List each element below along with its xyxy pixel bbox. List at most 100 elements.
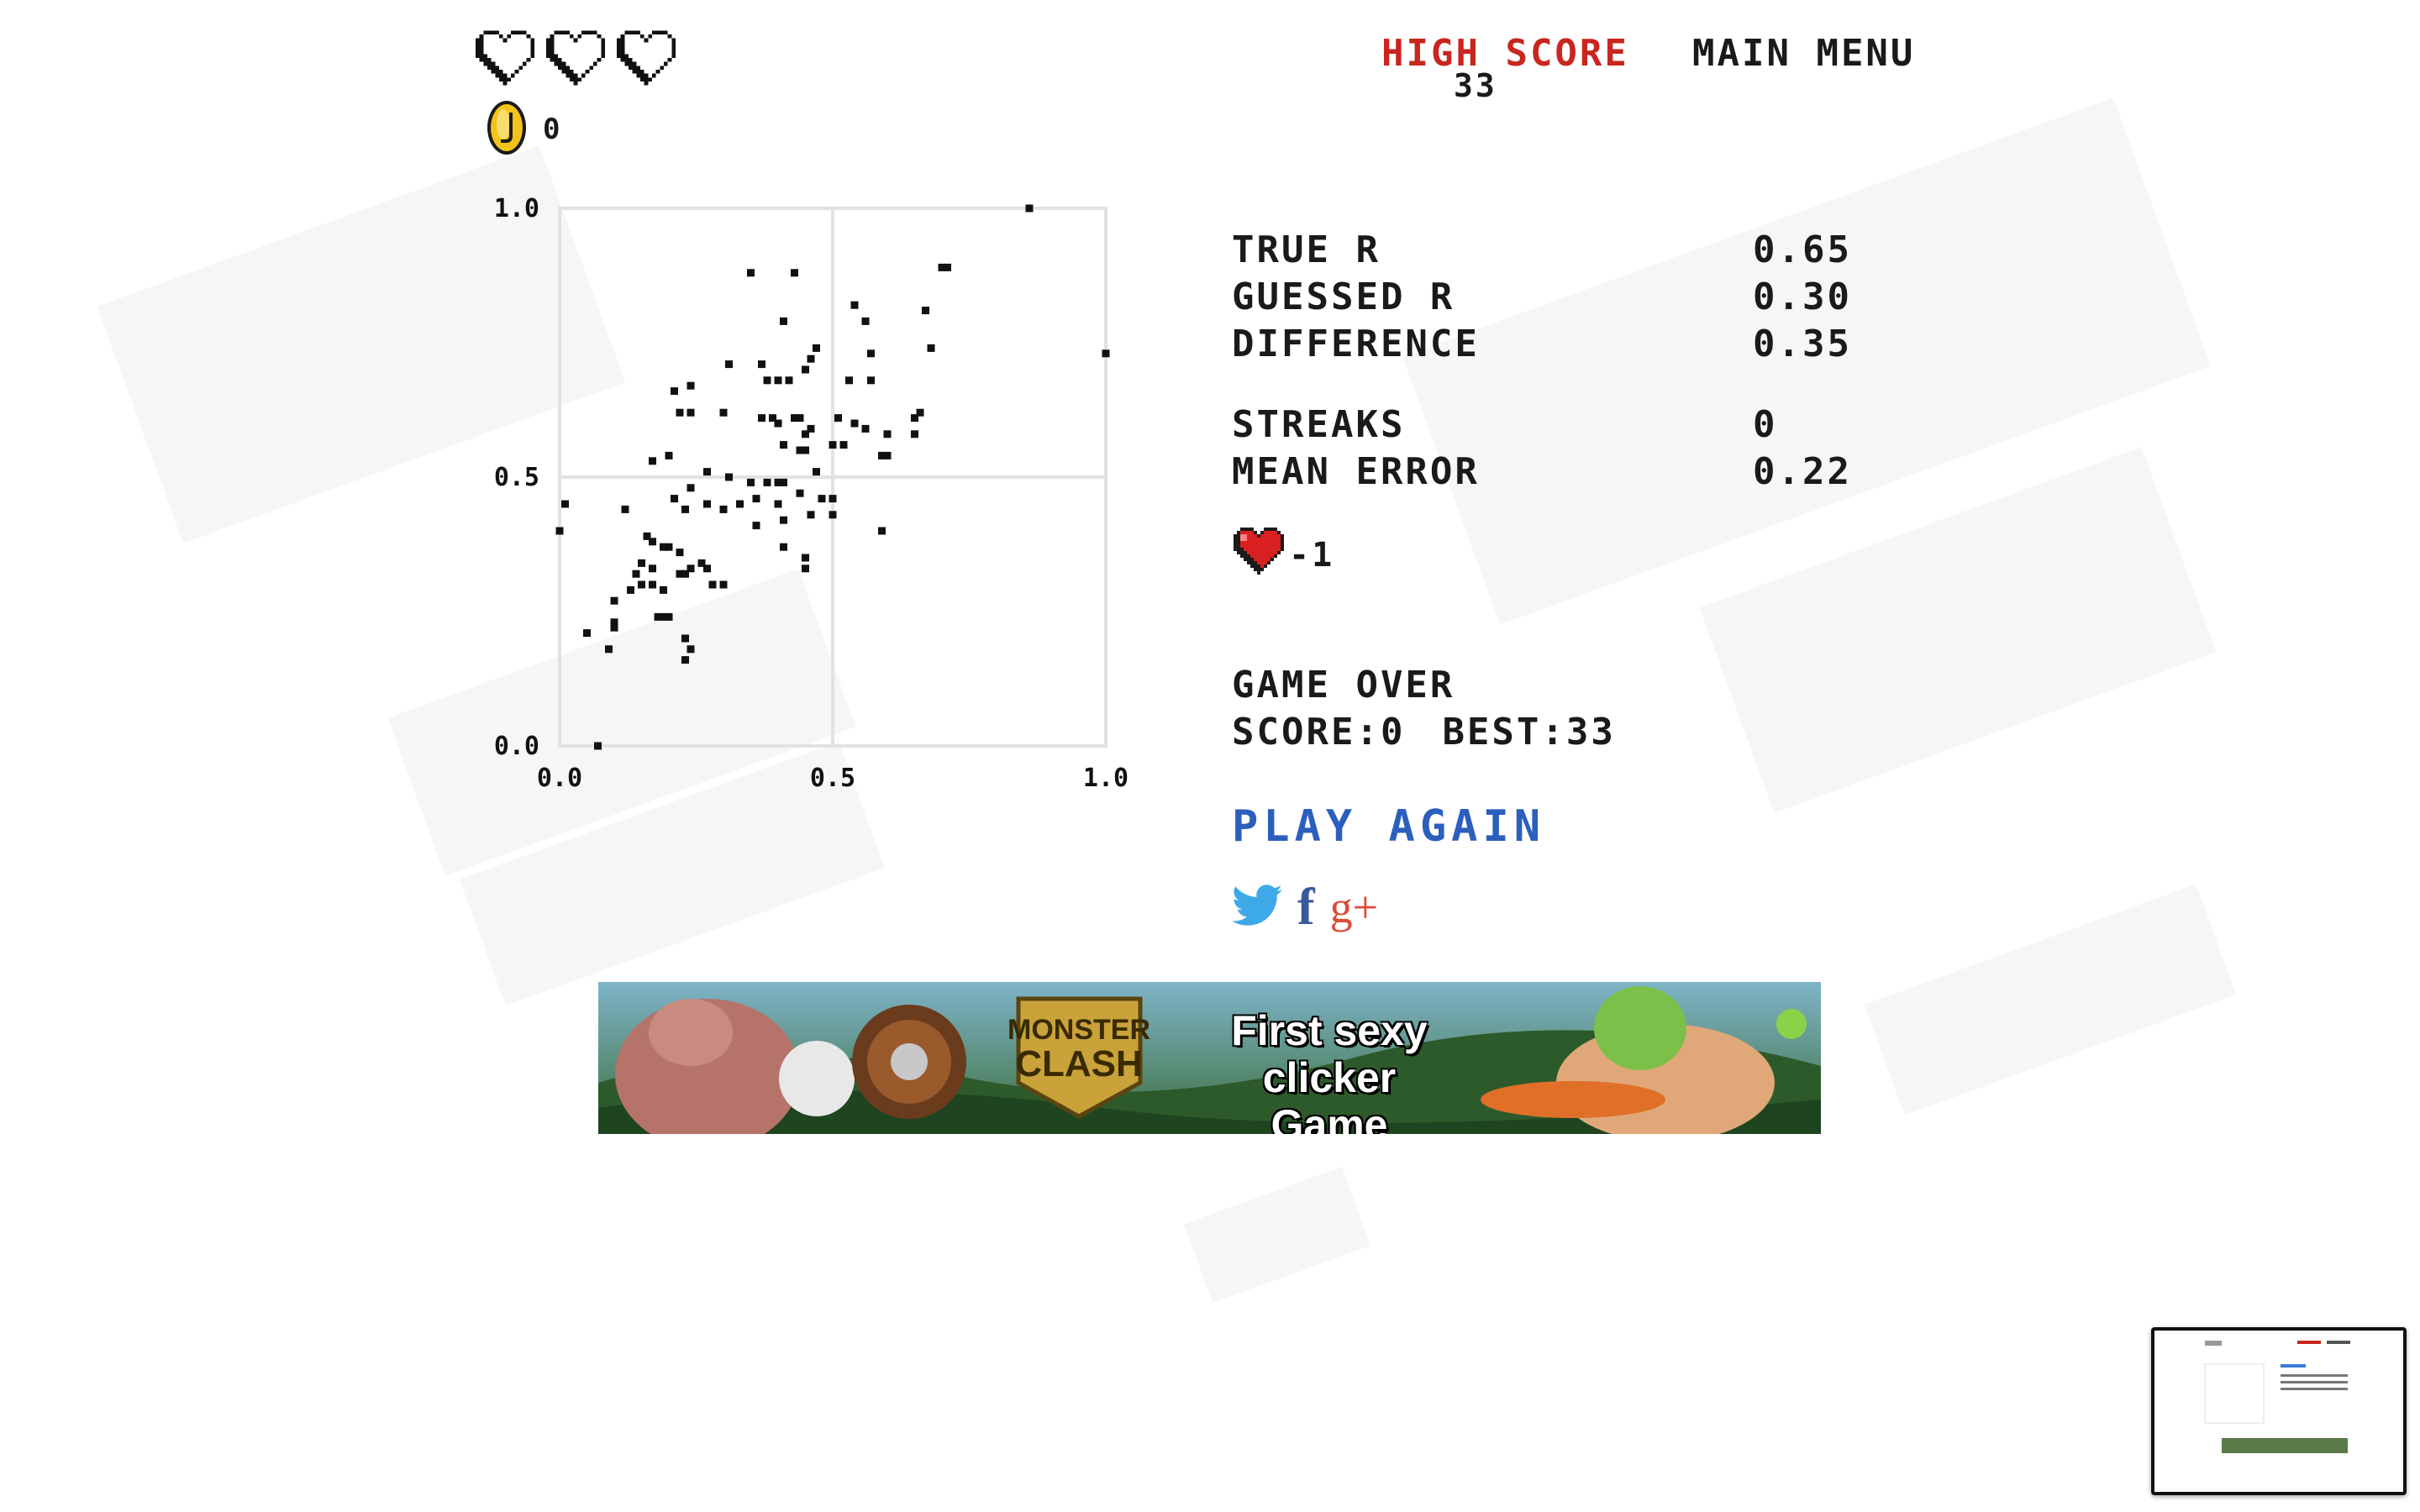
scatter-point: [649, 457, 656, 465]
scatter-point: [829, 495, 837, 503]
heart-empty-icon: [617, 30, 676, 86]
heart-filled-icon: [1234, 528, 1284, 583]
scatter-point: [687, 408, 695, 417]
scatter-point: [829, 511, 837, 519]
scatter-point: [681, 634, 689, 643]
page-thumbnail[interactable]: [2151, 1327, 2407, 1495]
scatter-point: [829, 441, 837, 449]
scatter-point: [605, 645, 613, 654]
scatter-point: [561, 500, 569, 508]
scatter-point: [845, 376, 853, 385]
scatter-point: [687, 645, 695, 654]
high-score-label: HIGH SCORE: [1381, 32, 1629, 75]
scatter-point: [687, 381, 695, 390]
scatter-point: [627, 585, 634, 594]
scatter-point: [665, 612, 673, 621]
scatter-point: [638, 580, 645, 589]
ad-logo: MONSTER CLASH: [1002, 990, 1157, 1121]
scatter-point: [839, 441, 848, 449]
scatter-point: [927, 344, 935, 352]
scatter-point: [780, 543, 787, 551]
google-plus-icon[interactable]: g+: [1329, 882, 1379, 932]
scatter-point: [660, 585, 667, 594]
scatter-point: [725, 473, 733, 481]
scatter-point: [791, 269, 798, 277]
stat-row: DIFFERENCE 0.35: [1232, 321, 1870, 368]
stat-value: 0.65: [1753, 228, 1852, 271]
scatter-point: [708, 580, 717, 589]
scatter-point: [796, 489, 804, 497]
scatter-point: [802, 564, 809, 573]
scatter-point: [791, 414, 798, 423]
main-menu-button[interactable]: MAIN MENU: [1692, 32, 1916, 75]
scatter-point: [610, 623, 618, 632]
scatter-point: [883, 451, 892, 459]
scatter-point: [583, 629, 591, 638]
ad-tagline-line1: First sexy: [1231, 1007, 1428, 1054]
scatter-point: [785, 376, 793, 385]
facebook-icon[interactable]: f: [1297, 879, 1315, 936]
scatter-point: [774, 478, 782, 486]
scatter-point: [1102, 349, 1110, 358]
scatter-point: [807, 424, 815, 433]
scatter-point: [802, 446, 809, 454]
scatter-point: [681, 505, 689, 513]
stats-panel: TRUE R 0.65 GUESSED R 0.30 DIFFERENCE 0.35 STR…: [1232, 227, 1870, 496]
scatter-point: [649, 538, 656, 546]
scatter-point: [687, 564, 695, 573]
scatter-point: [780, 441, 787, 449]
stat-label: DIFFERENCE: [1232, 323, 1480, 365]
scatter-point: [660, 543, 667, 551]
scatter-point: [621, 505, 629, 513]
scatter-point: [769, 414, 776, 423]
coin-count: 0: [543, 113, 563, 146]
scatter-point: [867, 376, 875, 385]
scatter-point: [802, 554, 809, 562]
scatter-point: [747, 478, 755, 486]
scatter-point: [878, 451, 886, 459]
scatter-point: [813, 468, 820, 476]
scatter-point: [676, 408, 684, 417]
scatter-point: [922, 307, 929, 315]
scatter-point: [807, 354, 815, 363]
scatter-point: [813, 344, 820, 352]
scatter-point: [938, 263, 946, 271]
scatter-point: [594, 742, 602, 750]
ad-tagline-line2: clicker Game: [1262, 1054, 1397, 1134]
x-tick-label: 1.0: [1083, 764, 1128, 793]
scatter-point: [802, 365, 809, 374]
scatter-point: [676, 549, 684, 557]
scatter-chart: 0.0 0.5 1.0 0.0 0.5 1.0: [462, 185, 1134, 810]
scatter-point: [643, 532, 651, 540]
high-score-value: 33: [1454, 67, 1497, 104]
scatter-point: [555, 527, 564, 535]
stat-value: 0.35: [1753, 323, 1852, 365]
scatter-point: [665, 451, 673, 459]
scatter-point: [719, 580, 728, 589]
scatter-point: [676, 570, 684, 578]
scatter-point: [911, 430, 918, 438]
scatter-point: [780, 516, 787, 524]
scatter-point: [719, 505, 728, 513]
scatter-point: [747, 269, 755, 277]
stat-label: TRUE R: [1232, 228, 1381, 271]
y-tick-label: 1.0: [494, 194, 539, 223]
scatter-point: [660, 612, 667, 621]
ad-banner[interactable]: MONSTER CLASH First sexy clicker Game: [598, 982, 1821, 1134]
scatter-point: [807, 511, 815, 519]
ad-artwork: [598, 982, 1821, 1134]
scatter-point: [883, 430, 892, 438]
scatter-point: [867, 349, 875, 358]
stat-row: TRUE R 0.65: [1232, 227, 1870, 274]
best-score: BEST:33: [1442, 711, 1616, 753]
scatter-point: [665, 543, 673, 551]
twitter-icon[interactable]: [1232, 884, 1282, 931]
stat-value: 0.22: [1753, 450, 1852, 493]
x-tick-label: 0.0: [537, 764, 582, 793]
heart-empty-icon: [546, 30, 605, 86]
y-tick-label: 0.0: [494, 732, 539, 761]
background-shape: [1864, 884, 2237, 1116]
stat-value: 0.30: [1753, 276, 1852, 318]
scatter-point: [1025, 204, 1034, 213]
play-again-button[interactable]: PLAY AGAIN: [1232, 801, 1546, 852]
